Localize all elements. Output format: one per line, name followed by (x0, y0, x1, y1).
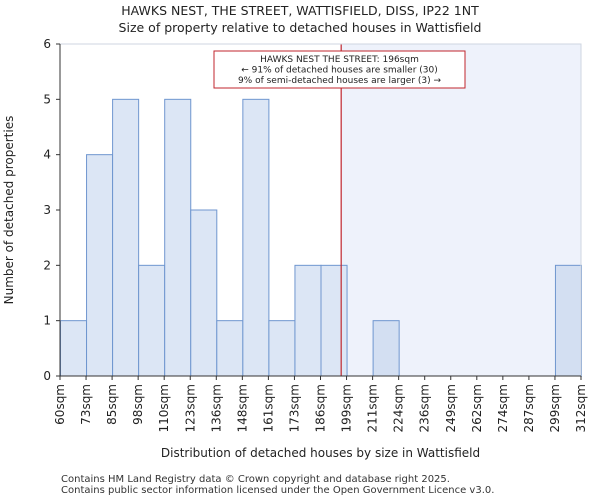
x-tick-label-123sqm: 123sqm (183, 384, 197, 432)
annotation-line-2: ← 91% of detached houses are smaller (30… (241, 66, 438, 76)
x-tick-label-73sqm: 73sqm (79, 384, 93, 425)
bar-136sqm (216, 320, 244, 377)
x-tick-label-262sqm: 262sqm (470, 384, 484, 432)
y-axis-label: Number of detached properties (2, 116, 16, 305)
y-tick-label-3: 3 (43, 203, 51, 217)
y-tick-label-6: 6 (43, 37, 51, 51)
bar-60sqm (60, 320, 88, 377)
x-tick-label-236sqm: 236sqm (418, 384, 432, 432)
y-tick-label-4: 4 (43, 148, 51, 162)
x-tick-label-136sqm: 136sqm (209, 384, 223, 432)
bar-148sqm (242, 98, 270, 377)
x-tick-label-199sqm: 199sqm (340, 384, 354, 432)
x-tick-label-224sqm: 224sqm (392, 384, 406, 432)
bar-186sqm (320, 264, 348, 377)
y-tick-label-1: 1 (43, 314, 51, 328)
annotation-box (213, 50, 466, 89)
bar-161sqm (268, 320, 296, 377)
chart-subtitle: Size of property relative to detached ho… (118, 20, 482, 35)
x-tick-label-249sqm: 249sqm (444, 384, 458, 432)
chart-title: HAWKS NEST, THE STREET, WATTISFIELD, DIS… (121, 3, 479, 18)
annotation-line-3: 9% of semi-detached houses are larger (3… (238, 76, 442, 86)
footer-line-2: Contains public sector information licen… (61, 485, 495, 496)
x-tick-label-312sqm: 312sqm (574, 384, 588, 432)
bar-98sqm (138, 264, 166, 377)
y-tick-label-2: 2 (43, 258, 51, 272)
x-tick-label-287sqm: 287sqm (522, 384, 536, 432)
y-tick-label-0: 0 (43, 369, 51, 383)
x-tick-label-161sqm: 161sqm (261, 384, 275, 432)
bar-73sqm (86, 154, 114, 377)
footer-line-1: Contains HM Land Registry data © Crown c… (61, 474, 450, 485)
x-tick-label-186sqm: 186sqm (314, 384, 328, 432)
x-axis-label: Distribution of detached houses by size … (161, 446, 480, 460)
x-tick-label-299sqm: 299sqm (548, 384, 562, 432)
x-tick-label-60sqm: 60sqm (53, 384, 67, 425)
bar-173sqm (294, 264, 322, 377)
x-tick-label-274sqm: 274sqm (496, 384, 510, 432)
bar-123sqm (190, 209, 218, 377)
x-tick-label-211sqm: 211sqm (366, 384, 380, 432)
bar-211sqm (372, 320, 400, 377)
x-tick-label-173sqm: 173sqm (287, 384, 301, 432)
property-annotation: HAWKS NEST THE STREET: 196sqm ← 91% of d… (213, 50, 466, 89)
x-tick-label-85sqm: 85sqm (105, 384, 119, 425)
bar-85sqm (112, 98, 140, 377)
x-tick-label-110sqm: 110sqm (157, 384, 171, 432)
y-tick-label-5: 5 (43, 92, 51, 106)
bar-110sqm (164, 98, 192, 377)
x-tick-label-98sqm: 98sqm (131, 384, 145, 425)
annotation-line-1: HAWKS NEST THE STREET: 196sqm (260, 55, 419, 65)
bar-299sqm (554, 264, 583, 377)
x-tick-label-148sqm: 148sqm (235, 384, 249, 432)
